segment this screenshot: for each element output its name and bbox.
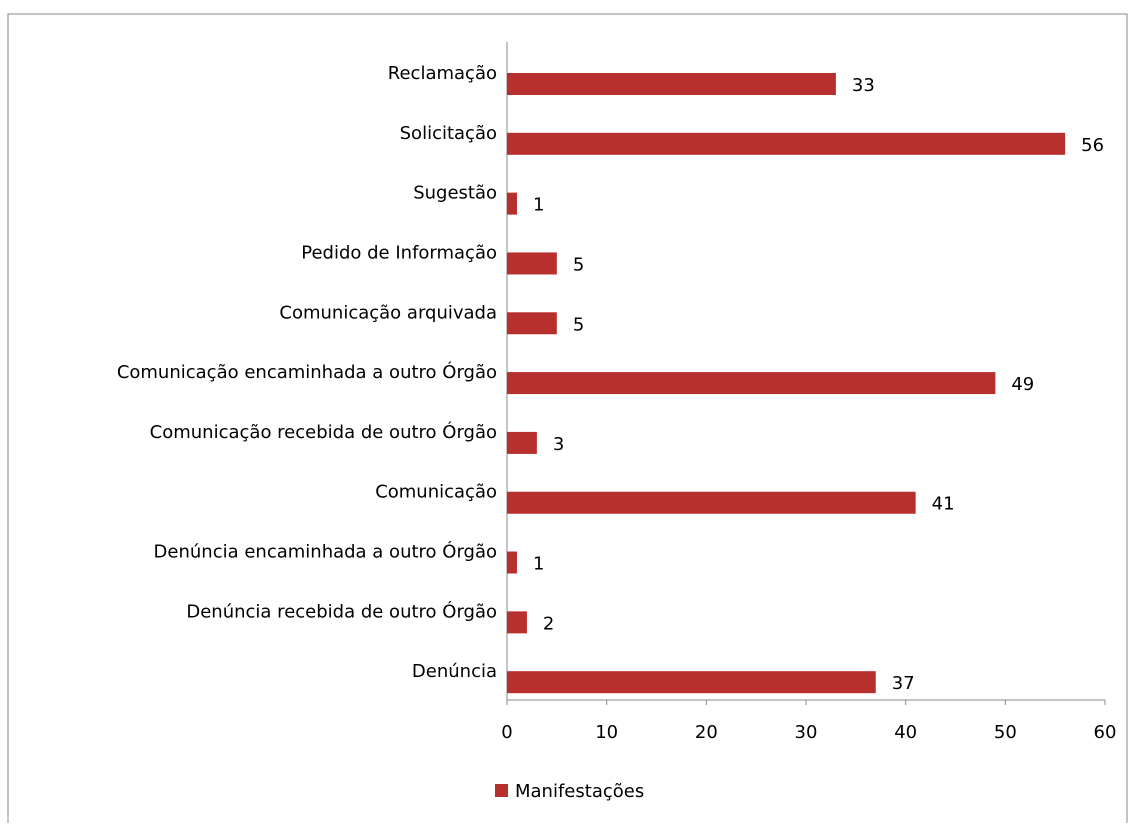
bar [507, 551, 517, 574]
y-tick-label: Solicitação [400, 123, 497, 144]
y-tick-label: Sugestão [413, 183, 497, 204]
bar [507, 671, 876, 694]
value-label: 41 [932, 494, 955, 515]
value-label: 56 [1081, 135, 1104, 156]
y-tick-label: Denúncia recebida de outro Órgão [186, 600, 497, 622]
x-tick-label: 40 [894, 722, 917, 743]
y-tick-label: Denúncia [412, 661, 497, 682]
bar [507, 431, 537, 454]
value-label: 1 [533, 554, 544, 575]
legend-label: Manifestações [515, 781, 644, 802]
bar [507, 73, 836, 95]
y-tick-label: Pedido de Informação [301, 242, 497, 263]
bar [507, 192, 517, 215]
bar [507, 491, 916, 514]
y-tick-label: Comunicação encaminhada a outro Órgão [117, 361, 497, 383]
legend-swatch [495, 784, 508, 797]
value-label: 37 [892, 673, 915, 694]
x-tick-label: 0 [501, 722, 512, 743]
bar [507, 132, 1066, 155]
value-label: 2 [543, 613, 554, 634]
x-tick-label: 10 [595, 722, 618, 743]
x-tick-label: 20 [695, 722, 718, 743]
value-label: 5 [573, 314, 584, 335]
value-label: 49 [1011, 374, 1034, 395]
bar [507, 252, 557, 275]
bar [507, 372, 996, 395]
y-tick-label: Denúncia encaminhada a outro Órgão [154, 541, 497, 563]
value-label: 33 [852, 75, 875, 96]
x-tick-label: 30 [795, 722, 818, 743]
y-tick-label: Comunicação [375, 482, 497, 503]
x-tick-label: 50 [994, 722, 1017, 743]
value-label: 3 [553, 434, 564, 455]
chart-border [7, 13, 1128, 827]
bar [507, 312, 557, 335]
y-tick-label: Reclamação [388, 63, 497, 84]
value-label: 1 [533, 195, 544, 216]
y-tick-label: Comunicação arquivada [279, 302, 497, 323]
y-tick-label: Comunicação recebida de outro Órgão [150, 421, 497, 443]
value-label: 5 [573, 254, 584, 275]
bar [507, 611, 527, 634]
x-tick-label: 60 [1094, 722, 1117, 743]
